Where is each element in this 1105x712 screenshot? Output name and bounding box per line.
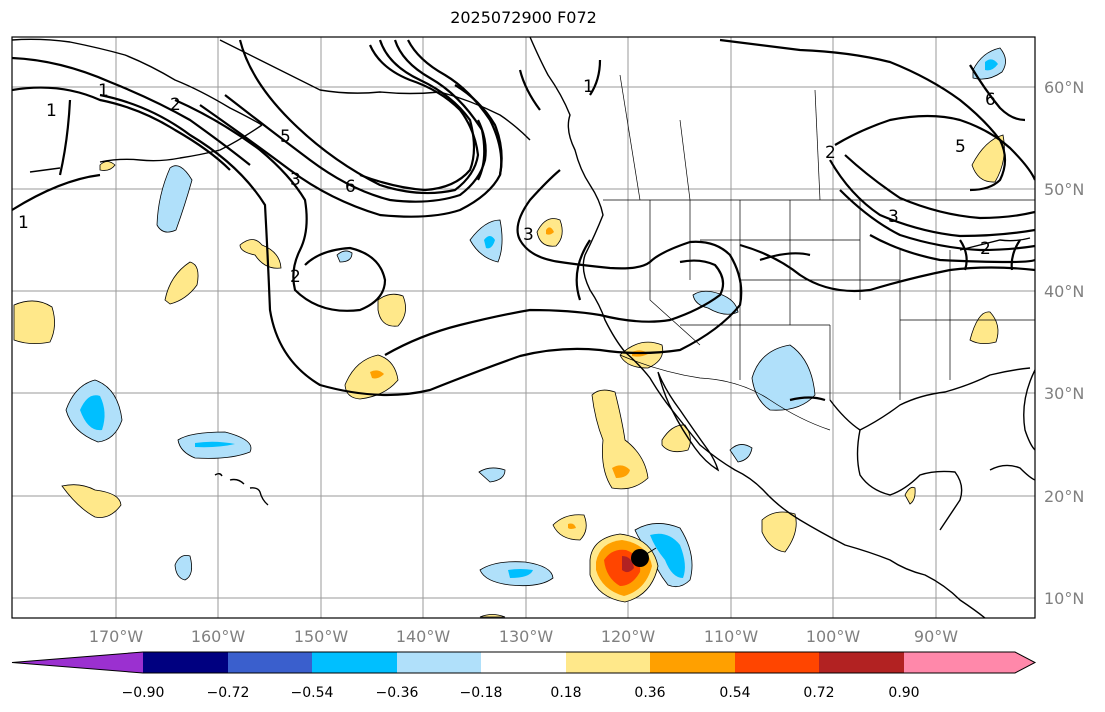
colorbar-tick-label: −0.72 (207, 685, 250, 701)
colorbar (11, 651, 1037, 674)
lon-label: 140°W (396, 627, 451, 646)
contour-label: 1 (583, 77, 594, 97)
lon-label: 170°W (89, 627, 144, 646)
lon-label: 110°W (704, 627, 759, 646)
contour-label: 3 (888, 207, 899, 227)
height-contours (12, 38, 1035, 402)
colorbar-segment (650, 652, 735, 673)
colorbar-extend-max (1015, 652, 1035, 673)
contour-label: 1 (18, 213, 29, 233)
colorbar-segment (143, 652, 228, 673)
colorbar-ticks: −0.90 −0.72 −0.54 −0.36 −0.18 0.18 0.36 … (122, 685, 920, 701)
colorbar-tick-label: 0.36 (634, 685, 665, 701)
contour-label: 5 (280, 127, 291, 147)
contour-label-group: 1 1 1 2 2 2 3 3 3 5 5 6 6 2 1 (18, 77, 996, 287)
lon-label: 150°W (294, 627, 349, 646)
colorbar-tick-label: −0.54 (291, 685, 334, 701)
lat-label: 20°N (1044, 487, 1084, 506)
lon-label: 100°W (806, 627, 861, 646)
contour-label: 2 (170, 95, 181, 115)
storm-center-marker (631, 549, 649, 567)
contour-label: 3 (523, 225, 534, 245)
colorbar-segment (735, 652, 819, 673)
contour-label: 1 (98, 81, 109, 101)
lat-label: 50°N (1044, 180, 1084, 199)
lat-label: 60°N (1044, 78, 1084, 97)
colorbar-segment (904, 652, 1015, 673)
contour-label: 2 (980, 239, 991, 259)
colorbar-tick-label: −0.90 (122, 685, 165, 701)
contour-label: 6 (985, 90, 996, 110)
colorbar-tick-label: −0.18 (460, 685, 503, 701)
colorbar-tick-label: 0.90 (888, 685, 919, 701)
contour-label: 1 (46, 101, 57, 121)
lon-label: 90°W (914, 627, 958, 646)
colorbar-tick-label: 0.18 (550, 685, 581, 701)
contour-label: 3 (290, 170, 301, 190)
shaded-anomalies (13, 47, 1006, 618)
longitude-axis: 170°W 160°W 150°W 140°W 130°W 120°W 110°… (89, 627, 958, 646)
colorbar-segment (819, 652, 904, 673)
contour-label: 5 (955, 137, 966, 157)
colorbar-segment (481, 652, 566, 673)
colorbar-tick-label: −0.36 (376, 685, 419, 701)
colorbar-extend-min (12, 652, 143, 673)
colorbar-segment (228, 652, 312, 673)
colorbar-segment (566, 652, 650, 673)
political-borders (603, 74, 1035, 431)
lat-label: 30°N (1044, 384, 1084, 403)
contour-label: 2 (290, 267, 301, 287)
colorbar-segment (312, 652, 397, 673)
colorbar-tick-label: 0.72 (803, 685, 834, 701)
lat-label: 10°N (1044, 589, 1084, 608)
latitude-axis: 60°N 50°N 40°N 30°N 20°N 10°N (1044, 78, 1084, 608)
colorbar-tick-label: 0.54 (719, 685, 750, 701)
coastlines (12, 37, 1035, 618)
contour-label: 2 (825, 143, 836, 163)
lon-label: 130°W (499, 627, 554, 646)
colorbar-segment (397, 652, 481, 673)
lon-label: 160°W (191, 627, 246, 646)
colorbar-outline (11, 651, 1037, 674)
contour-label: 6 (345, 177, 356, 197)
lon-label: 120°W (601, 627, 656, 646)
lat-label: 40°N (1044, 282, 1084, 301)
map-title: 2025072900 F072 (450, 8, 597, 27)
